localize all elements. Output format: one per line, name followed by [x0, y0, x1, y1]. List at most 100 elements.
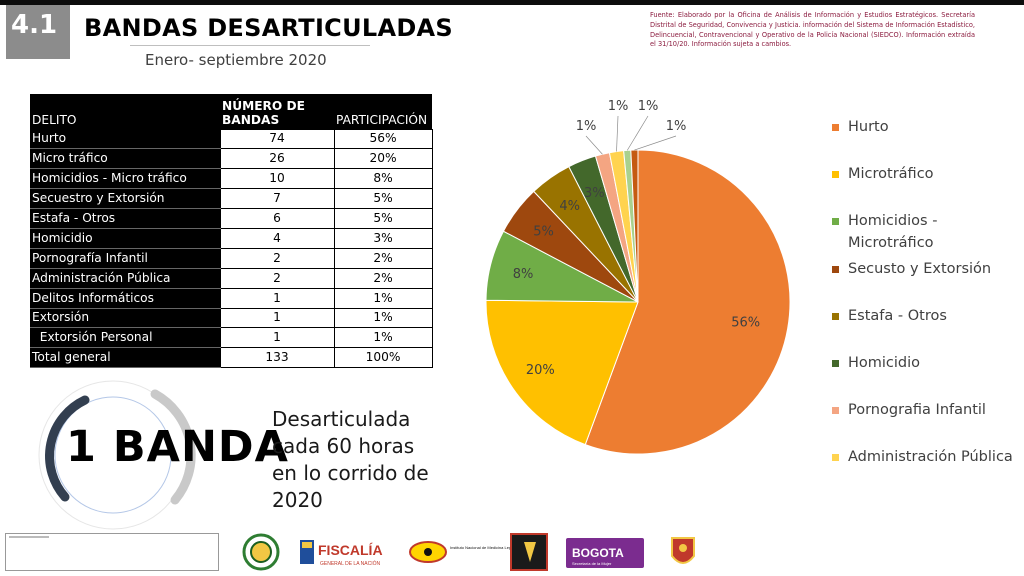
pie-leader-line-10 — [634, 135, 677, 151]
cell-delito: Administración Pública — [30, 268, 220, 289]
cell-participacion: 2% — [333, 247, 433, 269]
cell-delito: Delitos Informáticos — [30, 288, 220, 309]
partner-logos: FISCALÍA GENERAL DE LA NACIÓN Instituto … — [242, 533, 695, 571]
cell-bandas: 1 — [219, 327, 335, 349]
legend-item: Microtráfico — [832, 163, 1022, 185]
cell-delito: Homicidios - Micro tráfico — [30, 168, 220, 190]
legend-swatch — [832, 124, 839, 131]
pie-leader-line-8 — [616, 115, 619, 152]
highlight-description: Desarticulada cada 60 horas en lo corrid… — [272, 407, 429, 512]
table-body: Hurto 74 56% Micro tráfico 26 20% Homicidios -… — [30, 128, 433, 369]
legend-swatch — [832, 360, 839, 367]
cell-delito: Total general — [30, 347, 220, 369]
cell-participacion: 56% — [333, 128, 433, 150]
pie-chart: 56% 20% 8% 5% 4% 3% 1% 1% 1% 1% — [485, 100, 791, 455]
legend-label: Hurto — [848, 119, 889, 135]
legend-label: Homicidios - Microtráfico — [848, 213, 938, 252]
table-row: Administración Pública 2 2% — [30, 267, 433, 289]
table-row: Delitos Informáticos 1 1% — [30, 287, 433, 309]
cell-participacion: 2% — [333, 267, 433, 289]
cell-participacion: 5% — [333, 208, 433, 229]
cell-bandas: 26 — [219, 148, 335, 170]
cell-bandas: 74 — [219, 128, 335, 150]
pie-data-label-8: 1% — [608, 100, 629, 114]
cell-participacion: 1% — [333, 327, 433, 349]
legend-swatch — [832, 171, 839, 179]
title-divider — [130, 45, 370, 46]
table-total-row: Total general 133 100% — [30, 347, 433, 369]
table-row: Homicidio 4 3% — [30, 227, 433, 249]
legend-item: Homicidio — [832, 352, 1022, 374]
bogota-logo: BOGOTA Secretaría de la Mujer — [566, 538, 644, 568]
table-row: Extorsión Personal 1 1% — [30, 327, 433, 349]
cell-bandas: 10 — [219, 168, 335, 190]
source-note: Fuente: Elaborado por la Oficina de Anál… — [650, 11, 975, 49]
legend-item: Administración Pública — [832, 446, 1022, 468]
highlight-value: 1 BANDA — [66, 422, 289, 472]
cell-bandas: 1 — [219, 287, 335, 309]
institutional-logo — [510, 533, 548, 571]
cell-delito: Estafa - Otros — [30, 208, 220, 229]
cell-participacion: 3% — [333, 227, 433, 249]
colombia-police-seal-icon — [242, 533, 280, 571]
cell-participacion: 100% — [333, 347, 433, 369]
footer-note-mark — [9, 536, 49, 538]
table-row: Homicidios - Micro tráfico 10 8% — [30, 168, 433, 190]
pie-leader-line-7 — [585, 135, 603, 155]
pie-leader-line-9 — [626, 115, 649, 151]
legend-label: Homicidio — [848, 355, 921, 371]
legend-item: Estafa - Otros — [832, 305, 1022, 327]
cell-participacion: 5% — [333, 188, 433, 210]
legend-swatch — [832, 218, 839, 226]
column-header-delito: DELITO — [30, 94, 220, 129]
medicina-legal-text: Instituto Nacional de Medicina Legal — [450, 545, 514, 550]
legend-item: Hurto — [832, 116, 1022, 138]
legend-label: Microtráfico — [848, 166, 934, 183]
legend-swatch — [832, 312, 839, 320]
cell-participacion: 1% — [333, 307, 433, 329]
footer-note-box — [5, 533, 219, 571]
cell-bandas: 1 — [219, 307, 335, 329]
page-title: BANDAS DESARTICULADAS — [84, 14, 454, 42]
legend-label: Pornografia Infantil — [848, 402, 986, 419]
legend-swatch — [832, 454, 839, 462]
cell-delito: Extorsión — [30, 308, 220, 329]
coat-of-arms-icon — [671, 537, 695, 564]
bogota-logo-text: BOGOTA — [572, 546, 624, 560]
ring-decoration-icon — [38, 380, 196, 530]
bogota-logo-subtext: Secretaría de la Mujer — [572, 561, 612, 566]
pie-slice-1 — [584, 149, 791, 455]
table-row: Pornografía Infantil 2 2% — [30, 247, 433, 269]
column-header-bandas: NÚMERO DE BANDAS — [220, 94, 334, 129]
pie-slice-2 — [485, 299, 639, 446]
crime-table: DELITO NÚMERO DE BANDAS PARTICIPACIÓN Hu… — [30, 94, 433, 369]
fiscalia-logo-subtext: GENERAL DE LA NACIÓN — [320, 560, 380, 567]
cell-participacion: 20% — [333, 148, 433, 170]
table-row: Hurto 74 56% — [30, 128, 433, 150]
pie-data-label-6: 3% — [584, 186, 605, 201]
fiscalia-logo: FISCALÍA GENERAL DE LA NACIÓN — [300, 540, 383, 567]
cell-bandas: 2 — [219, 247, 335, 269]
pie-data-label-4: 5% — [533, 224, 554, 239]
medicina-legal-logo: Instituto Nacional de Medicina Legal — [409, 541, 514, 563]
legend-item: Pornografia Infantil — [832, 399, 1022, 421]
page-subtitle: Enero- septiembre 2020 — [145, 51, 327, 69]
cell-delito: Hurto — [30, 129, 220, 150]
pie-data-label-2: 20% — [526, 363, 555, 378]
cell-delito: Micro tráfico — [30, 148, 220, 170]
cell-bandas: 4 — [219, 227, 335, 249]
pie-data-label-7: 1% — [576, 119, 597, 134]
cell-participacion: 1% — [333, 287, 433, 309]
cell-bandas: 2 — [219, 267, 335, 289]
legend-swatch — [832, 265, 839, 273]
legend-item: Secusto y Extorsión — [832, 258, 1022, 280]
section-number-badge: 4.1 — [6, 5, 70, 59]
pie-data-label-10: 1% — [666, 119, 687, 134]
table-row: Estafa - Otros 6 5% — [30, 208, 433, 229]
table-row: Secuestro y Extorsión 7 5% — [30, 188, 433, 210]
table-header-row: DELITO NÚMERO DE BANDAS PARTICIPACIÓN — [30, 94, 432, 129]
pie-data-label-5: 4% — [559, 199, 580, 214]
legend-label: Estafa - Otros — [848, 307, 947, 324]
pie-data-label-3: 8% — [513, 267, 534, 282]
legend-label: Secusto y Extorsión — [848, 260, 992, 277]
